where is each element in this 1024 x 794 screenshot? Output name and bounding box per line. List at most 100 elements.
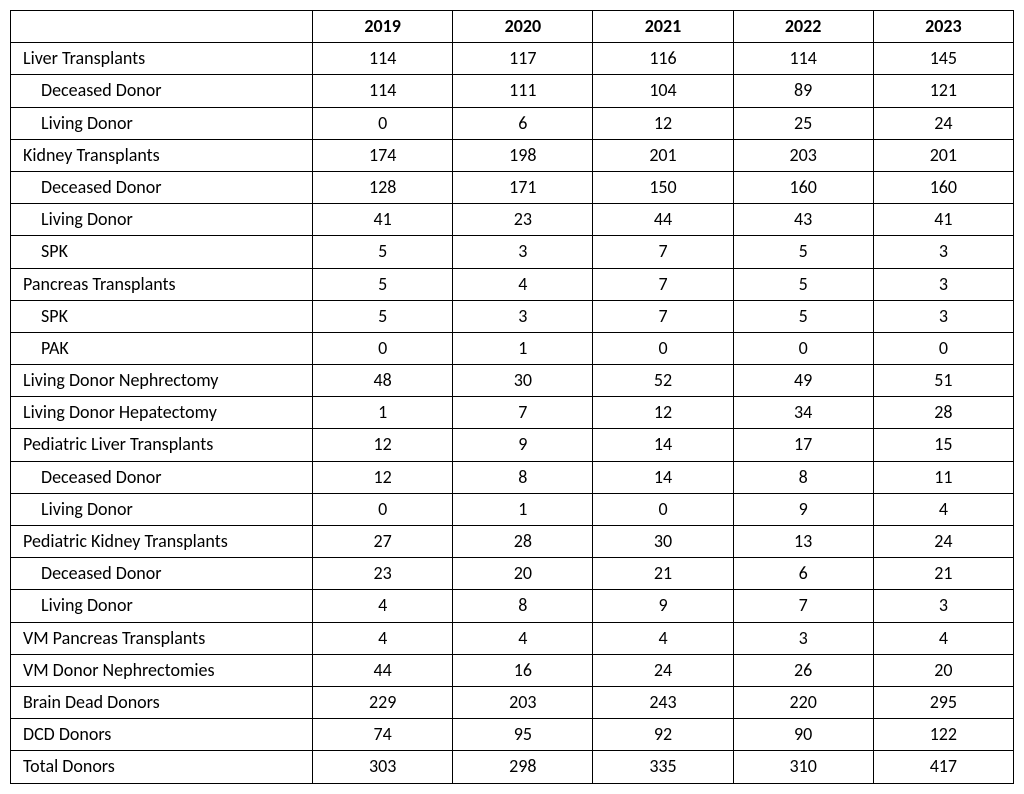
row-value: 74 (313, 719, 453, 751)
table-row: VM Pancreas Transplants44434 (11, 622, 1014, 654)
row-value: 25 (733, 107, 873, 139)
row-value: 28 (873, 397, 1013, 429)
table-row: Pediatric Kidney Transplants2728301324 (11, 526, 1014, 558)
row-value: 14 (593, 429, 733, 461)
row-label: Deceased Donor (11, 461, 313, 493)
row-label: Brain Dead Donors (11, 686, 313, 718)
row-value: 20 (453, 558, 593, 590)
row-value: 201 (873, 139, 1013, 171)
row-value: 1 (453, 493, 593, 525)
row-value: 12 (593, 397, 733, 429)
row-value: 122 (873, 719, 1013, 751)
row-value: 9 (593, 590, 733, 622)
row-label: SPK (11, 236, 313, 268)
header-blank (11, 11, 313, 43)
table-body: Liver Transplants114117116114145Deceased… (11, 43, 1014, 783)
row-value: 104 (593, 75, 733, 107)
row-value: 114 (313, 75, 453, 107)
row-label: Pancreas Transplants (11, 268, 313, 300)
row-value: 4 (453, 268, 593, 300)
table-row: DCD Donors74959290122 (11, 719, 1014, 751)
row-label: Living Donor Nephrectomy (11, 365, 313, 397)
row-value: 12 (313, 461, 453, 493)
row-value: 3 (453, 300, 593, 332)
row-label: Deceased Donor (11, 75, 313, 107)
table-row: Deceased Donor11411110489121 (11, 75, 1014, 107)
row-value: 3 (873, 300, 1013, 332)
row-value: 128 (313, 171, 453, 203)
row-value: 3 (873, 268, 1013, 300)
row-label: Kidney Transplants (11, 139, 313, 171)
row-label: Living Donor (11, 107, 313, 139)
table-row: VM Donor Nephrectomies4416242620 (11, 654, 1014, 686)
row-value: 7 (593, 268, 733, 300)
row-label: Deceased Donor (11, 171, 313, 203)
row-value: 160 (733, 171, 873, 203)
row-value: 51 (873, 365, 1013, 397)
row-value: 90 (733, 719, 873, 751)
row-value: 5 (313, 236, 453, 268)
row-label: DCD Donors (11, 719, 313, 751)
row-value: 3 (873, 236, 1013, 268)
row-value: 17 (733, 429, 873, 461)
row-value: 8 (453, 461, 593, 493)
row-label: Living Donor (11, 590, 313, 622)
table-row: PAK01000 (11, 332, 1014, 364)
row-value: 12 (313, 429, 453, 461)
row-value: 12 (593, 107, 733, 139)
row-value: 4 (873, 493, 1013, 525)
row-value: 295 (873, 686, 1013, 718)
table-row: SPK53753 (11, 300, 1014, 332)
row-value: 7 (593, 236, 733, 268)
row-value: 220 (733, 686, 873, 718)
row-value: 30 (453, 365, 593, 397)
table-row: Deceased Donor128171150160160 (11, 171, 1014, 203)
row-value: 34 (733, 397, 873, 429)
row-label: VM Donor Nephrectomies (11, 654, 313, 686)
row-value: 23 (313, 558, 453, 590)
row-label: Living Donor (11, 204, 313, 236)
row-value: 8 (453, 590, 593, 622)
row-value: 20 (873, 654, 1013, 686)
row-value: 150 (593, 171, 733, 203)
transplant-data-table: 2019 2020 2021 2022 2023 Liver Transplan… (10, 10, 1014, 784)
row-value: 0 (313, 493, 453, 525)
table-row: Pediatric Liver Transplants129141715 (11, 429, 1014, 461)
row-value: 111 (453, 75, 593, 107)
header-year: 2020 (453, 11, 593, 43)
row-value: 4 (593, 622, 733, 654)
row-value: 0 (733, 332, 873, 364)
row-value: 7 (593, 300, 733, 332)
table-row: SPK53753 (11, 236, 1014, 268)
row-value: 0 (313, 107, 453, 139)
row-value: 145 (873, 43, 1013, 75)
row-value: 203 (453, 686, 593, 718)
row-label: SPK (11, 300, 313, 332)
row-value: 417 (873, 751, 1013, 783)
row-value: 1 (453, 332, 593, 364)
row-label: Living Donor Hepatectomy (11, 397, 313, 429)
row-value: 3 (453, 236, 593, 268)
table-row: Pancreas Transplants54753 (11, 268, 1014, 300)
row-value: 9 (453, 429, 593, 461)
row-label: VM Pancreas Transplants (11, 622, 313, 654)
row-value: 243 (593, 686, 733, 718)
row-value: 43 (733, 204, 873, 236)
row-value: 28 (453, 526, 593, 558)
row-value: 30 (593, 526, 733, 558)
row-value: 44 (593, 204, 733, 236)
row-label: Living Donor (11, 493, 313, 525)
table-row: Brain Dead Donors229203243220295 (11, 686, 1014, 718)
row-value: 5 (313, 268, 453, 300)
row-value: 160 (873, 171, 1013, 203)
row-value: 4 (453, 622, 593, 654)
row-value: 0 (593, 332, 733, 364)
table-row: Living Donor4123444341 (11, 204, 1014, 236)
row-value: 114 (313, 43, 453, 75)
row-value: 201 (593, 139, 733, 171)
row-label: Total Donors (11, 751, 313, 783)
row-label: PAK (11, 332, 313, 364)
table-row: Living Donor Nephrectomy4830524951 (11, 365, 1014, 397)
row-value: 229 (313, 686, 453, 718)
row-value: 23 (453, 204, 593, 236)
